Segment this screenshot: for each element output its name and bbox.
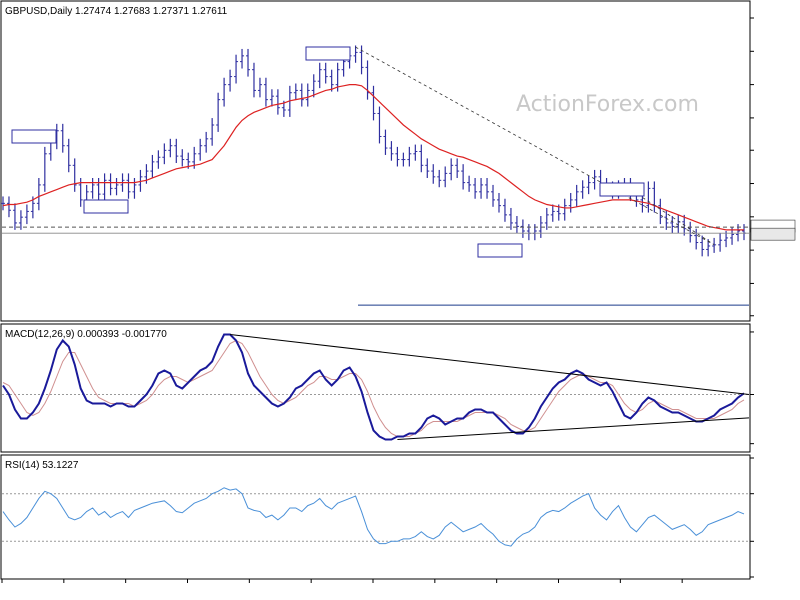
label-1-30380-box	[83, 199, 129, 214]
price-panel-frame	[0, 0, 751, 322]
right-label-1-27611-box	[750, 227, 796, 241]
label-1-43760	[305, 46, 351, 61]
watermark: ActionForex.com	[516, 92, 699, 117]
label-1-30380	[83, 199, 129, 214]
rsi-panel-frame	[0, 454, 751, 580]
rsi-line	[2, 487, 745, 547]
annotation-layer	[11, 46, 796, 258]
label-1-36510	[11, 129, 57, 144]
x-axis-labels	[1, 579, 683, 583]
price-layer	[1, 45, 749, 306]
projection-dashed-line	[355, 46, 715, 246]
label-1-31740	[599, 182, 645, 197]
macd-signal-line	[2, 339, 745, 437]
macd-panel-title: MACD(12,26,9) 0.000393 -0.001770	[5, 329, 167, 340]
label-1-31740-box	[599, 182, 645, 197]
macd-lower-trendline	[397, 417, 750, 440]
rsi-layer	[2, 487, 745, 547]
moving-average-line	[2, 84, 744, 231]
label-1-26610-box	[477, 243, 523, 258]
label-1-43760-box	[305, 46, 351, 61]
y-axis-labels	[750, 17, 754, 578]
price-panel-title: GBPUSD,Daily 1.27474 1.27683 1.27371 1.2…	[5, 6, 228, 17]
label-1-26610	[477, 243, 523, 258]
rsi-panel-title: RSI(14) 53.1227	[5, 460, 79, 471]
macd-upper-trendline	[230, 334, 750, 395]
macd-line	[2, 333, 745, 441]
macd-layer	[2, 333, 750, 441]
label-1-36510-box	[11, 129, 57, 144]
macd-panel-frame	[0, 323, 751, 453]
rsi-grid	[2, 493, 749, 542]
